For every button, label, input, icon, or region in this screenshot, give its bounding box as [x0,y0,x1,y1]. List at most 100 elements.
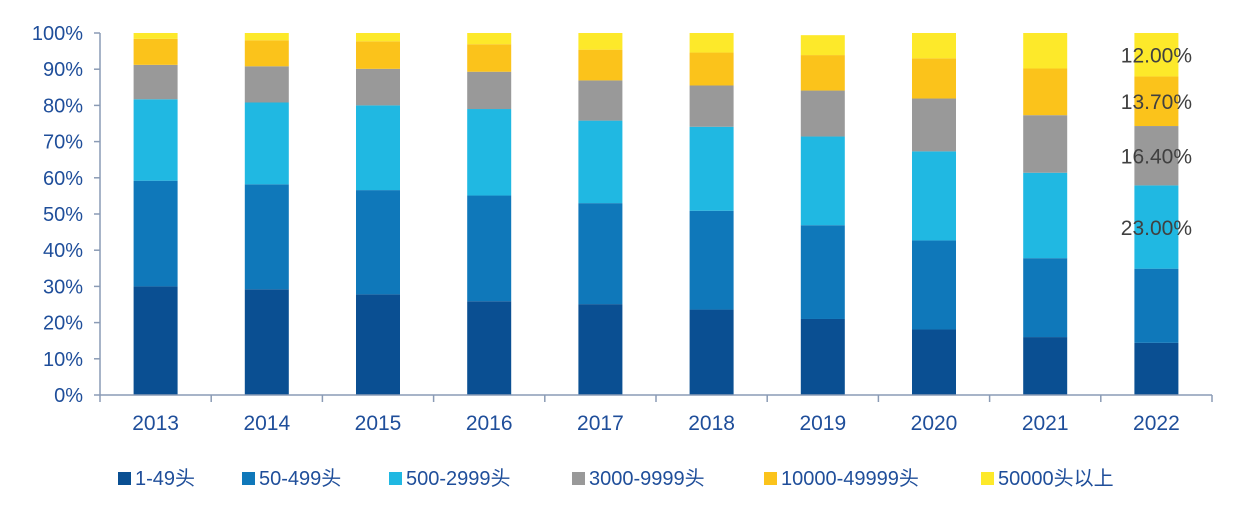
legend-swatch-500-2999 [389,472,402,485]
bar-segment-2015-50000 [356,33,400,42]
bar-segment-2016-10000-49999 [467,44,512,72]
bar-segment-2013-50-499 [133,180,178,287]
bar-segment-2021-50-499 [1023,258,1068,338]
y-tick-label: 90% [43,59,83,81]
bar-segment-2014-1-49 [244,289,289,395]
y-tick-label: 0% [54,385,83,407]
bar-segment-2015-50-499 [356,190,400,295]
bar-segment-2015-500-2999 [356,105,400,191]
bar-segment-2022-50-499 [1134,268,1179,343]
legend-swatch-3000-9999 [572,472,585,485]
bar-segment-2018-10000-49999 [689,52,734,86]
bar-segment-2016-50000 [467,33,512,45]
bar-segment-2013-1-49 [133,286,178,395]
bar-segment-2021-500-2999 [1023,172,1068,259]
bar-segment-2017-500-2999 [578,120,623,204]
bar-segment-2020-50000 [912,33,956,59]
bar-stacks [133,33,1179,395]
data-label-2022-500-2999: 23.00% [1121,217,1192,240]
bar-segment-2017-3000-9999 [578,80,623,121]
bar-segment-2014-500-2999 [244,102,289,185]
legend-swatch-50000 [981,472,994,485]
data-label-2022-10000-49999: 13.70% [1121,91,1192,114]
bar-segment-2021-1-49 [1023,337,1068,395]
bar-segment-2014-3000-9999 [244,66,289,103]
y-tick-label: 10% [43,349,83,371]
bar-segment-2017-50000 [578,33,623,50]
x-tick-label-2015: 2015 [355,412,402,435]
bar-segment-2019-500-2999 [800,136,845,226]
legend-label-50000: 50000头以上 [998,467,1114,490]
y-tick-label: 50% [43,204,83,226]
bar-segment-2017-50-499 [578,203,623,305]
x-tick-label-2020: 2020 [911,412,958,435]
bar-segment-2013-10000-49999 [133,38,178,65]
bar-segment-2018-50000 [689,33,734,53]
y-axis: 0% 10% 20% 30% 40% 50% 60% 70% 80% 90% 100% [32,23,101,407]
bar-segment-2019-50000 [800,35,845,56]
bar-segment-2022-500-2999 [1134,185,1179,269]
y-tick-label: 70% [43,132,83,154]
legend-label-3000-9999: 3000-9999头 [589,467,705,490]
x-tick-label-2017: 2017 [577,412,624,435]
bar-segment-2015-10000-49999 [356,41,400,69]
bar-segment-2020-3000-9999 [912,98,956,152]
bar-segment-2021-3000-9999 [1023,115,1068,173]
bar-segment-2016-1-49 [467,301,512,395]
y-tick-label: 60% [43,168,83,190]
bar-segment-2015-1-49 [356,294,400,395]
bar-segment-2017-1-49 [578,304,623,395]
bar-segment-2019-50-499 [800,225,845,319]
bar-segment-2013-3000-9999 [133,64,178,100]
x-tick-label-2018: 2018 [688,412,735,435]
legend-swatch-10000-49999 [764,472,777,485]
bar-segment-2020-10000-49999 [912,58,956,99]
bar-segment-2018-50-499 [689,210,734,310]
legend-label-1-49: 1-49头 [135,467,195,490]
legend-label-10000-49999: 10000-49999头 [781,467,919,490]
bar-segment-2021-10000-49999 [1023,68,1068,116]
x-tick-label-2019: 2019 [799,412,846,435]
bar-segment-2020-1-49 [912,329,956,395]
bar-segment-2014-50-499 [244,184,289,290]
data-labels: 12.00% 13.70% 16.40% 23.00% [1121,45,1192,240]
bar-segment-2016-50-499 [467,195,512,302]
x-tick-label-2014: 2014 [243,412,290,435]
y-tick-label: 30% [43,276,83,298]
y-tick-label: 100% [32,23,83,45]
data-label-2022-3000-9999: 16.40% [1121,146,1192,169]
bar-segment-2021-50000 [1023,33,1068,69]
x-tick-label-2016: 2016 [466,412,513,435]
bar-segment-2013-500-2999 [133,99,178,181]
y-tick-label: 20% [43,313,83,335]
x-axis: 2013 2014 2015 2016 2017 2018 2019 2020 2021 2022 [99,394,1213,435]
y-tick-label: 40% [43,240,83,262]
legend-label-500-2999: 500-2999头 [406,467,511,490]
bar-segment-2013-50000 [133,33,178,39]
bar-segment-2022-10000-49999 [1134,76,1179,127]
bar-segment-2014-50000 [244,33,289,41]
bar-segment-2018-500-2999 [689,126,734,211]
legend-swatch-1-49 [118,472,131,485]
bar-segment-2022-1-49 [1134,342,1179,395]
legend: 1-49头 50-499头 500-2999头 3000-9999头 10000-499… [118,467,1114,490]
y-tick-label: 80% [43,95,83,117]
bar-segment-2022-50000 [1134,33,1179,77]
legend-swatch-50-499 [242,472,255,485]
bar-segment-2020-50-499 [912,240,956,330]
bar-segment-2016-3000-9999 [467,71,512,110]
bar-segment-2014-10000-49999 [244,40,289,67]
bar-segment-2017-10000-49999 [578,49,623,81]
bar-segment-2020-500-2999 [912,151,956,241]
bar-segment-2019-3000-9999 [800,90,845,137]
legend-label-50-499: 50-499头 [259,467,341,490]
bar-segment-2019-10000-49999 [800,55,845,91]
x-tick-label-2022: 2022 [1133,412,1180,435]
bar-segment-2016-500-2999 [467,109,512,196]
x-tick-label-2013: 2013 [132,412,179,435]
data-label-2022-50000: 12.00% [1121,45,1192,68]
bar-segment-2019-1-49 [800,318,845,395]
bar-segment-2018-1-49 [689,309,734,395]
